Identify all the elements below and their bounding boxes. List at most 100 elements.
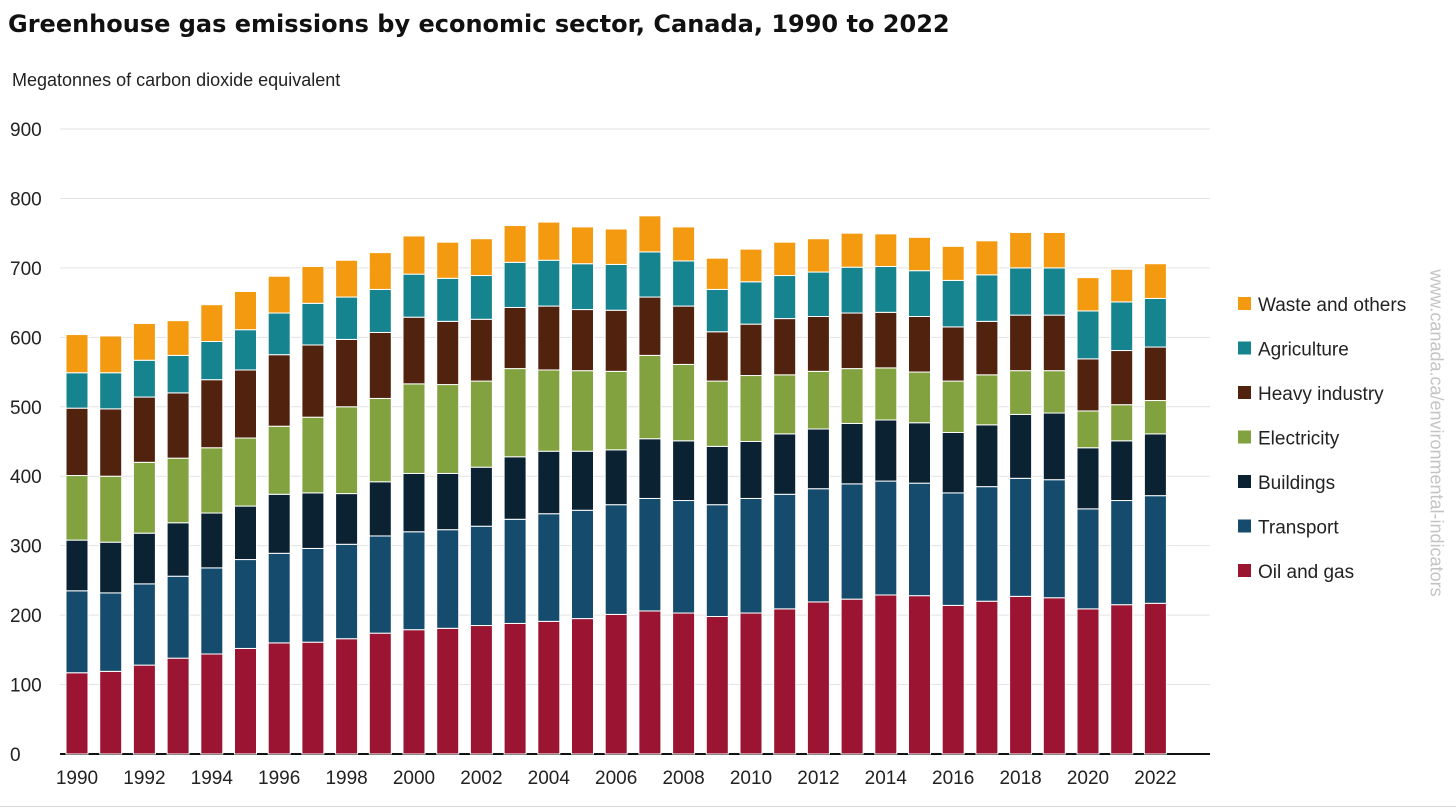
bar-segment xyxy=(1143,400,1167,435)
bar-segment xyxy=(638,251,662,298)
y-tick-label: 900 xyxy=(10,120,42,141)
bar-segment xyxy=(604,309,628,372)
bar-segment xyxy=(469,525,493,627)
bar-segment xyxy=(537,450,561,515)
bar-segment xyxy=(840,312,864,370)
bar-segment xyxy=(1076,358,1100,412)
bar-segment xyxy=(1143,346,1167,402)
bar-segment xyxy=(739,375,763,442)
bar-segment xyxy=(436,277,460,322)
x-tick-label: 2020 xyxy=(1067,768,1109,789)
bar-segment xyxy=(1076,608,1100,755)
bar-segment xyxy=(1009,413,1033,479)
bar-segment xyxy=(941,431,965,494)
bar-segment xyxy=(537,620,561,755)
bar-segment xyxy=(368,252,392,290)
bar-segment xyxy=(571,370,594,452)
bar-segment xyxy=(571,309,594,372)
bar-segment xyxy=(402,316,426,385)
bar-segment xyxy=(1009,370,1033,415)
x-tick-labels: 1990 1992 1994 1996 1998 2000 2002 2004 2006 2008… xyxy=(56,768,1177,789)
bar-segment xyxy=(1042,597,1066,755)
bar-segment xyxy=(941,492,965,606)
bar-segment xyxy=(705,616,729,755)
x-tick-label: 2006 xyxy=(595,768,637,789)
bar-segment xyxy=(1076,277,1100,312)
bar-segment xyxy=(200,512,224,569)
bar-segment xyxy=(1042,231,1066,269)
bar-segment xyxy=(99,408,123,477)
bar-segment xyxy=(234,505,257,561)
bar-segment xyxy=(840,422,864,485)
legend-label: Agriculture xyxy=(1258,340,1349,361)
bar-segment xyxy=(941,604,965,755)
bar-segment xyxy=(132,461,156,534)
bar-segment xyxy=(806,601,830,755)
bar-segment xyxy=(132,396,156,463)
x-tick-label: 2004 xyxy=(528,768,571,789)
bars xyxy=(65,215,1167,755)
bar-segment xyxy=(132,359,156,398)
legend-swatch xyxy=(1238,341,1251,355)
bar-segment xyxy=(267,425,291,495)
bar-segment xyxy=(874,594,898,755)
bar-segment xyxy=(503,456,527,520)
legend-item: Agriculture xyxy=(1238,340,1349,361)
bar-segment xyxy=(672,226,696,262)
bar-segment xyxy=(604,613,628,755)
bar-segment xyxy=(469,380,493,468)
bar-segment xyxy=(65,590,89,674)
bar-segment xyxy=(739,281,763,325)
bar-segment xyxy=(65,539,89,592)
bar-segment xyxy=(166,320,190,356)
bar-segment xyxy=(1009,477,1033,597)
bar-segment xyxy=(1110,301,1134,352)
bar-segment xyxy=(773,433,797,495)
bar-segment xyxy=(908,316,931,373)
legend-label: Heavy industry xyxy=(1258,384,1384,405)
bar-segment xyxy=(705,445,729,506)
bar-segment xyxy=(200,447,224,514)
bar-segment xyxy=(773,608,797,755)
bar-segment xyxy=(874,311,898,369)
bar-segment xyxy=(908,236,931,272)
bar-segment xyxy=(402,235,426,275)
chart-title: Greenhouse gas emissions by economic sec… xyxy=(8,10,950,38)
bar-segment xyxy=(1110,404,1134,442)
bar-segment xyxy=(1143,495,1167,604)
bar-segment xyxy=(301,492,325,549)
bar-segment xyxy=(571,509,594,620)
x-tick-label: 1990 xyxy=(56,768,98,789)
bar-segment xyxy=(638,296,662,356)
bar-segment xyxy=(402,472,426,533)
bar-segment xyxy=(469,238,493,277)
bar-segment xyxy=(503,306,527,370)
bar-segment xyxy=(705,331,729,382)
bar-segment xyxy=(166,354,190,394)
bar-segment xyxy=(469,318,493,382)
bar-segment xyxy=(874,233,898,268)
bar-segment xyxy=(65,334,89,374)
bar-segment xyxy=(368,481,392,537)
y-tick-label: 0 xyxy=(10,745,21,766)
bar-segment xyxy=(941,279,965,328)
bar-segment xyxy=(1110,440,1134,502)
bar-segment xyxy=(638,610,662,755)
bar-segment xyxy=(739,323,763,377)
bar-segment xyxy=(469,275,493,320)
legend-item: Heavy industry xyxy=(1238,384,1384,405)
bar-segment xyxy=(503,368,527,458)
bar-segment xyxy=(1009,314,1033,372)
bar-segment xyxy=(1143,263,1167,299)
x-tick-label: 2008 xyxy=(662,768,704,789)
bar-segment xyxy=(705,380,729,447)
bar-segment xyxy=(1110,604,1134,755)
bar-segment xyxy=(537,305,561,371)
bar-segment xyxy=(166,575,190,659)
x-tick-label: 2022 xyxy=(1134,768,1176,789)
bar-segment xyxy=(402,383,426,474)
bar-segment xyxy=(840,368,864,424)
bar-segment xyxy=(705,504,729,618)
bar-segment xyxy=(335,493,359,545)
x-tick-label: 1994 xyxy=(191,768,234,789)
